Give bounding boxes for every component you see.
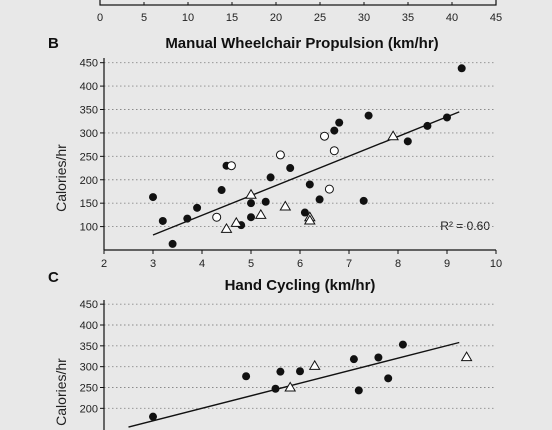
panel-b-point-filled-circle [330,126,339,135]
panel-b-y-tick-label: 200 [80,175,98,187]
panel-b-y-tick-label: 450 [80,58,98,70]
panel-b-y-tick-label: 150 [80,198,98,210]
panel-b-point-open-triangle [245,188,257,199]
panel-c-point-filled-circle [271,384,280,393]
panel-b-y-tick-label: 100 [80,222,98,234]
panel-b-x-tick-label: 9 [444,258,450,270]
panel-c-point-filled-circle [242,372,251,381]
panel-b-point-filled-circle [423,121,432,130]
panel-c-trendline [128,341,460,428]
panel-c-point-open-triangle [308,359,321,370]
panel-c-point-filled-circle [296,367,304,376]
panel-c-plot: 200 250 300 350 400 450 [80,299,496,430]
panel-b-point-filled-circle [305,180,314,189]
top-axis-tick-label: 30 [358,12,370,24]
top-axis-tick-label: 40 [446,12,458,24]
panel-b-x-tick-label: 4 [199,258,205,270]
panel-b-x-tick-label: 10 [490,258,502,270]
panel-b-plot: 100 150 200 250 300 350 400 450 2 3 4 5 6 7 8 9 10 [80,58,502,270]
panel-b-point-filled-circle [261,197,270,206]
panel-b-point-filled-circle [403,137,412,146]
panel-c-point-filled-circle [276,367,285,376]
panel-c-point-filled-circle [149,412,157,421]
panel-c-point-filled-circle [349,355,358,364]
panel-c-y-axis-label: Calories/hr [53,358,69,426]
top-axis-tick-label: 20 [270,12,282,24]
panel-b-point-filled-circle [247,213,255,222]
panel-b-point-open-triangle [279,200,292,211]
panel-b-point-open-circle [329,146,339,156]
panel-c-point-filled-circle [374,353,383,362]
top-axis-tick-label: 0 [97,12,103,24]
panel-b-point-filled-circle [266,173,275,182]
panel-b-point-filled-circle [457,64,466,73]
panel-b-point-filled-circle [168,239,177,248]
panel-c-y-tick-label: 250 [80,383,98,395]
panel-b-point-open-triangle [220,222,233,233]
panel-b-point-open-circle [212,212,222,222]
panel-b-y-tick-label: 400 [80,81,98,93]
panel-b-point-filled-circle [300,208,309,217]
panel-b-point-filled-circle [217,186,226,195]
panel-b-x-tick-label: 3 [150,258,156,270]
panel-b-y-axis-label: Calories/hr [53,144,69,212]
panel-b-point-open-triangle [303,214,316,225]
panel-c-y-tick-label: 400 [80,320,98,332]
panel-b-y-tick-label: 250 [80,151,98,163]
panel-c-y-tick-label: 300 [80,362,98,374]
panel-b-point-open-circle [275,150,285,160]
top-axis: 0 5 10 15 20 25 30 35 40 45 [97,0,502,24]
panel-b-x-tick-label: 2 [101,258,107,270]
panel-b-x-tick-label: 7 [346,258,352,270]
panel-b-point-open-triangle [254,208,267,219]
panel-c-point-open-triangle [460,351,473,362]
panel-c-y-tick-label: 350 [80,341,98,353]
top-axis-tick-label: 5 [141,12,147,24]
panel-b-point-open-circle [226,161,236,171]
panel-b-letter: B [48,35,59,52]
panel-b-point-open-circle [324,184,334,194]
panel-b-point-open-circle [320,131,329,141]
panel-c-point-filled-circle [398,340,407,349]
panel-b-point-filled-circle [443,113,451,122]
panel-b-x-tick-label: 6 [297,258,303,270]
panel-b-point-filled-circle [359,196,368,205]
panel-b-point-filled-circle [335,118,344,127]
panel-b-point-filled-circle [149,193,157,202]
panel-b-point-filled-circle [247,199,255,208]
panel-b-point-filled-circle [315,195,324,204]
top-axis-frame [99,0,497,6]
panel-c-point-filled-circle [354,386,363,395]
panel-c-title: Hand Cycling (km/hr) [225,277,376,294]
top-axis-tick-label: 35 [402,12,414,24]
panel-b-r-squared: R² = 0.60 [440,219,490,233]
panel-c-letter: C [48,269,59,286]
panel-b-x-tick-label: 8 [395,258,401,270]
panel-b-point-filled-circle [193,203,202,212]
panel-b-y-tick-label: 300 [80,128,98,140]
panel-b-point-open-triangle [387,130,399,141]
panel-b-point-filled-circle [183,214,192,223]
panel-c-y-tick-label: 450 [80,299,98,311]
panel-b-point-filled-circle [158,216,167,225]
panel-b-y-tick-label: 350 [80,105,98,117]
panel-b-title: Manual Wheelchair Propulsion (km/hr) [165,35,438,52]
top-axis-tick-label: 15 [226,12,238,24]
panel-b-point-open-triangle [230,216,243,227]
panel-c-y-tick-label: 200 [80,403,98,415]
panel-b-x-tick-label: 5 [248,258,254,270]
panel-b-point-filled-circle [286,164,295,173]
panel-c-point-filled-circle [384,374,393,383]
top-axis-tick-label: 25 [314,12,326,24]
top-axis-tick-label: 45 [490,12,502,24]
panel-b-point-filled-circle [364,111,373,120]
panel-c-point-open-triangle [284,381,297,392]
top-axis-tick-label: 10 [182,12,194,24]
panel-b-trendline [152,111,460,236]
